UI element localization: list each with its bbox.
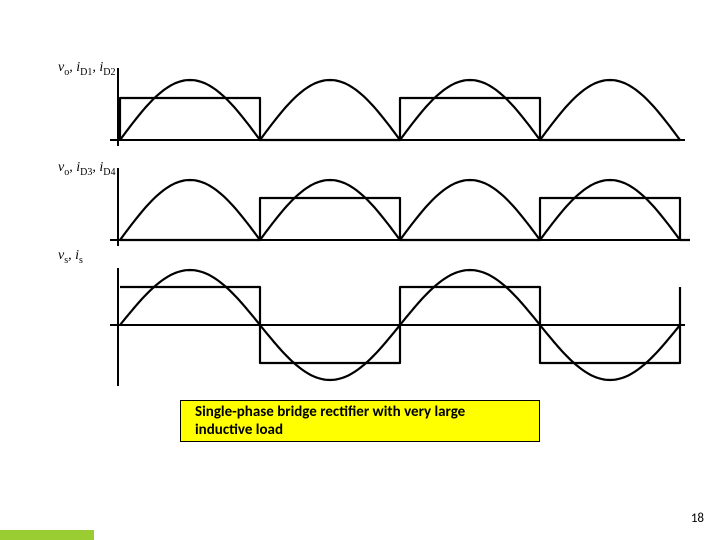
caption: Single-phase bridge rectifier with very … (180, 400, 540, 442)
footer-accent-bar (0, 530, 94, 540)
plot-vo_id34 (50, 160, 690, 250)
plot-vs_is (50, 260, 690, 390)
plot-vo_id12 (50, 60, 690, 150)
slide: vo, iD1, iD2vo, iD3, iD4vs, is Single-ph… (0, 0, 720, 540)
page-number: 18 (691, 511, 704, 526)
